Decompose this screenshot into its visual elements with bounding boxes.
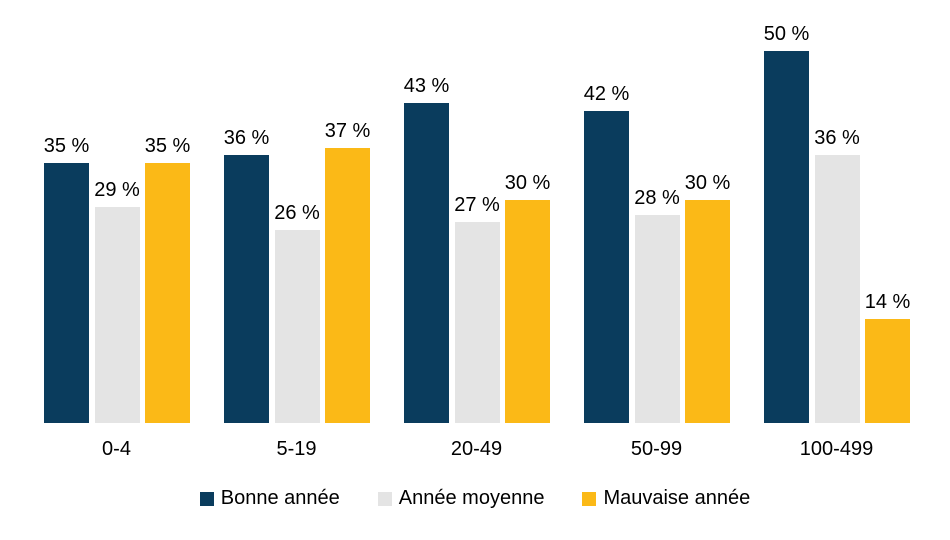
bar (865, 319, 910, 423)
x-axis-label-100-499: 100-499 (799, 438, 874, 460)
x-axis-label-5-19: 5-19 (276, 438, 317, 460)
bar (224, 155, 269, 423)
bar-value-label: 37 % (324, 120, 371, 142)
plot-area: 35 % 36 % 43 % 42 % 50 % 29 % 26 % 27 % 28 % 36 %… (43, 23, 911, 423)
x-axis-label-20-49: 20-49 (450, 438, 503, 460)
legend-swatch-icon (199, 491, 214, 506)
bar-value-label: 35 % (43, 135, 90, 157)
bar-value-label: 35 % (144, 135, 191, 157)
bar-value-label: 36 % (814, 127, 860, 149)
legend-item-annee-moyenne: Année moyenne (377, 487, 545, 510)
bar-value-label: 30 % (504, 172, 551, 194)
bar (505, 200, 550, 423)
legend-swatch-icon (582, 491, 597, 506)
bar (325, 148, 370, 423)
bar (44, 163, 89, 423)
bar (94, 207, 140, 423)
bar (145, 163, 190, 423)
legend-label: Mauvaise année (603, 487, 751, 509)
bar-value-label: 14 % (864, 291, 911, 313)
bar (404, 103, 449, 423)
bar-value-label: 36 % (223, 127, 270, 149)
bar-value-label: 30 % (684, 172, 731, 194)
bar (584, 111, 629, 423)
legend-item-mauvaise-annee: Mauvaise année (582, 487, 750, 510)
bar-value-label: 28 % (634, 187, 680, 209)
bar (454, 222, 500, 423)
bar (764, 51, 809, 423)
legend-label: Année moyenne (398, 487, 545, 509)
legend-label: Bonne année (220, 487, 340, 509)
legend-item-bonne-annee: Bonne année (199, 487, 340, 510)
bar-value-label: 43 % (403, 75, 450, 97)
bar (634, 215, 680, 423)
bar (814, 155, 860, 423)
bar-value-label: 29 % (94, 179, 140, 201)
bar-value-label: 26 % (274, 202, 320, 224)
bar-value-label: 42 % (583, 83, 630, 105)
bar (685, 200, 730, 423)
legend: Bonne année Année moyenne Mauvaise année (0, 487, 950, 510)
legend-swatch-icon (377, 491, 392, 506)
x-axis-label-0-4: 0-4 (102, 438, 131, 460)
bar (274, 230, 320, 423)
x-axis-label-50-99: 50-99 (630, 438, 683, 460)
bar-value-label: 50 % (763, 23, 810, 45)
bar-value-label: 27 % (454, 194, 500, 216)
